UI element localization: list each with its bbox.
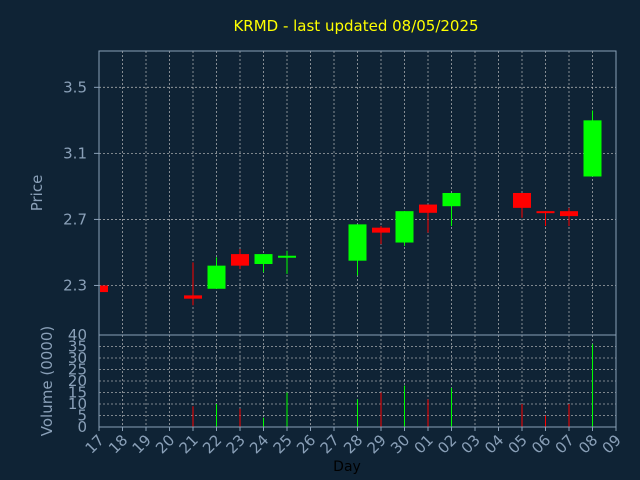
- candle: [583, 110, 602, 177]
- x-tick-label: 27: [317, 431, 343, 457]
- x-tick-label: 01: [411, 431, 437, 457]
- price-y-ticks: 2.3 2.7 3.1 3.5: [63, 78, 99, 294]
- candle-body: [207, 265, 226, 289]
- x-tick-label: 25: [270, 431, 296, 457]
- candle-body: [254, 254, 273, 264]
- price-gridlines: [99, 51, 616, 335]
- candle-body: [560, 211, 578, 217]
- x-tick-label: 02: [434, 431, 460, 457]
- volume-tick-label: 25: [68, 361, 87, 379]
- price-tick-label: 3.5: [63, 78, 87, 96]
- x-tick-label: 20: [152, 431, 178, 457]
- x-tick-label: 22: [199, 431, 225, 457]
- x-tick-label: 08: [575, 431, 601, 457]
- volume-tick-label: 30: [68, 349, 87, 367]
- candle-body: [419, 204, 437, 213]
- candle: [254, 254, 273, 273]
- x-tick-label: 29: [364, 431, 390, 457]
- candle-body: [348, 224, 367, 261]
- candle: [98, 285, 108, 293]
- volume-panel: [192, 344, 593, 427]
- volume-tick-label: 10: [68, 395, 87, 413]
- x-tick-label: 24: [246, 431, 272, 457]
- candle-body: [395, 211, 414, 243]
- candle: [348, 224, 367, 276]
- x-tick-label: 21: [176, 431, 202, 457]
- price-panel: [98, 110, 602, 306]
- x-tick-label: 03: [458, 431, 484, 457]
- x-tick-label: 18: [105, 431, 131, 457]
- chart-title: KRMD - last updated 08/05/2025: [233, 17, 478, 35]
- candle: [442, 193, 461, 227]
- candle-body: [100, 285, 108, 293]
- volume-axis-label: Volume (0000): [38, 326, 56, 436]
- price-axis-label: Price: [28, 175, 46, 212]
- x-tick-label: 30: [387, 431, 413, 457]
- x-tick-label: 09: [599, 431, 625, 457]
- candle: [231, 249, 249, 269]
- x-tick-label: 07: [552, 431, 578, 457]
- volume-plot-frame: [98, 334, 617, 428]
- volume-tick-label: 35: [68, 338, 87, 356]
- x-tick-label: 28: [340, 431, 366, 457]
- x-tick-label: 04: [481, 431, 507, 457]
- candle-body: [442, 193, 461, 207]
- candle: [536, 211, 555, 227]
- price-tick-label: 3.1: [63, 144, 87, 162]
- candle-body: [513, 193, 531, 208]
- candle: [278, 250, 296, 274]
- candle-body: [372, 227, 390, 233]
- candle: [184, 262, 202, 306]
- x-tick-label: 05: [505, 431, 531, 457]
- candle-body: [184, 295, 202, 299]
- candle-body: [278, 255, 296, 258]
- candle: [560, 207, 578, 227]
- x-tick-label: 06: [528, 431, 554, 457]
- candle: [372, 226, 390, 245]
- price-tick-label: 2.3: [63, 276, 87, 294]
- volume-tick-label: 15: [68, 384, 87, 402]
- x-tick-label: 23: [223, 431, 249, 457]
- candle-body: [231, 254, 249, 266]
- candle-body: [583, 120, 602, 177]
- candle: [419, 204, 437, 233]
- x-tick-label: 19: [129, 431, 155, 457]
- candle: [513, 193, 531, 218]
- volume-tick-label: 5: [77, 407, 87, 425]
- candle: [395, 211, 414, 246]
- price-tick-label: 2.7: [63, 210, 87, 228]
- candle: [207, 257, 226, 289]
- volume-tick-label: 0: [77, 418, 87, 436]
- candle-body: [536, 211, 555, 214]
- volume-tick-label: 20: [68, 372, 87, 390]
- x-axis-label: Day: [333, 459, 361, 475]
- x-tick-label: 26: [293, 431, 319, 457]
- volume-tick-label: 40: [68, 326, 87, 344]
- x-ticks: 1718192021222324252627282930010203040506…: [82, 427, 625, 457]
